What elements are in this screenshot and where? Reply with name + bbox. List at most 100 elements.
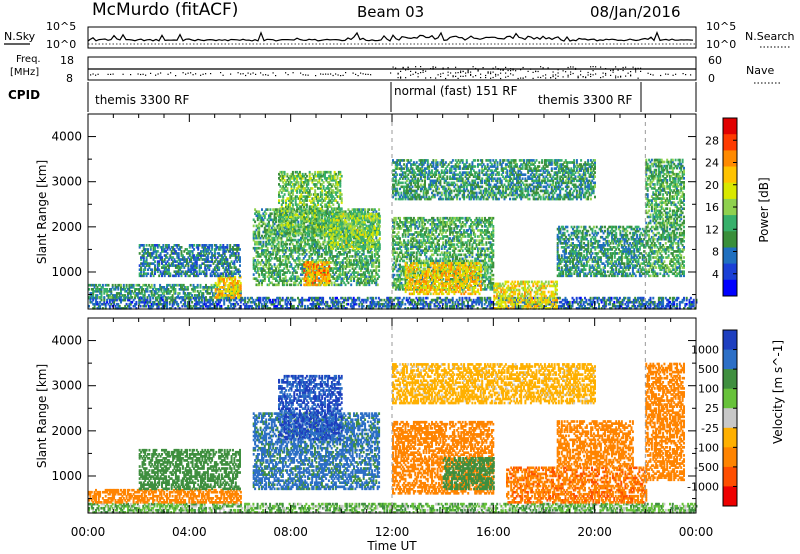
heatmap-cell bbox=[444, 300, 447, 304]
heatmap-cell bbox=[472, 298, 475, 302]
heatmap-cell bbox=[334, 307, 337, 310]
heatmap-cell bbox=[336, 307, 338, 310]
heatmap-cell bbox=[577, 302, 580, 306]
heatmap-cell bbox=[206, 246, 209, 249]
heatmap-cell bbox=[117, 292, 120, 295]
heatmap-cell bbox=[180, 274, 183, 278]
heatmap-cell bbox=[662, 296, 665, 300]
heatmap-cell bbox=[563, 307, 566, 310]
heatmap-cell bbox=[159, 270, 162, 274]
heatmap-cell bbox=[214, 281, 217, 285]
heatmap-cell bbox=[241, 296, 244, 300]
heatmap-cell bbox=[389, 304, 391, 308]
heatmap-cell bbox=[173, 274, 176, 278]
heatmap-cell bbox=[222, 272, 225, 276]
heatmap-cell bbox=[213, 268, 216, 272]
heatmap-cell bbox=[167, 283, 170, 287]
heatmap-cell bbox=[266, 296, 269, 300]
heatmap-cell bbox=[311, 240, 314, 244]
heatmap-cell bbox=[365, 263, 368, 266]
heatmap-cell bbox=[272, 236, 275, 240]
heatmap-cell bbox=[678, 307, 681, 310]
heatmap-cell bbox=[265, 259, 268, 262]
heatmap-cell bbox=[263, 228, 266, 232]
heatmap-cell bbox=[232, 254, 234, 257]
heatmap-cell bbox=[163, 288, 166, 291]
heatmap-cell bbox=[471, 300, 474, 304]
heatmap-cell bbox=[291, 220, 294, 224]
heatmap-cell bbox=[279, 259, 282, 262]
heatmap-cell bbox=[185, 294, 188, 297]
heatmap-cell bbox=[213, 286, 216, 289]
heatmap-cell bbox=[235, 290, 238, 293]
heatmap-cell bbox=[346, 275, 348, 279]
nave-dot bbox=[562, 70, 564, 72]
heatmap-cell bbox=[220, 260, 223, 263]
heatmap-cell bbox=[255, 298, 258, 302]
heatmap-cell bbox=[600, 298, 603, 302]
heatmap-cell bbox=[140, 274, 143, 278]
heatmap-cell bbox=[144, 250, 147, 253]
heatmap-cell bbox=[135, 288, 138, 291]
heatmap-cell bbox=[142, 256, 145, 259]
heatmap-cell bbox=[614, 307, 617, 310]
heatmap-cell bbox=[352, 302, 355, 306]
heatmap-cell bbox=[360, 255, 362, 258]
heatmap-cell bbox=[347, 261, 350, 264]
heatmap-cell bbox=[268, 257, 270, 260]
heatmap-cell bbox=[279, 207, 282, 211]
heatmap-cell bbox=[225, 274, 228, 278]
heatmap-cell bbox=[283, 183, 286, 186]
heatmap-cell bbox=[454, 300, 457, 304]
heatmap-cell bbox=[298, 263, 301, 266]
heatmap-cell bbox=[382, 304, 384, 308]
heatmap-cell bbox=[165, 244, 168, 247]
heatmap-cell bbox=[159, 298, 162, 302]
heatmap-cell bbox=[201, 244, 204, 247]
heatmap-cell bbox=[209, 286, 212, 289]
heatmap-cell bbox=[191, 300, 194, 304]
heatmap-cell bbox=[234, 298, 237, 302]
heatmap-cell bbox=[349, 304, 352, 308]
heatmap-cell bbox=[343, 253, 346, 256]
heatmap-cell bbox=[173, 298, 175, 302]
heatmap-cell bbox=[138, 300, 141, 304]
heatmap-cell bbox=[355, 265, 358, 268]
heatmap-cell bbox=[215, 248, 218, 251]
heatmap-cell bbox=[190, 266, 193, 269]
heatmap-cell bbox=[198, 307, 201, 310]
heatmap-cell bbox=[168, 300, 171, 304]
heatmap-cell bbox=[198, 258, 201, 261]
heatmap-cell bbox=[184, 274, 187, 278]
heatmap-cell bbox=[276, 236, 279, 240]
heatmap-cell bbox=[262, 218, 265, 222]
heatmap-cell bbox=[476, 296, 479, 300]
heatmap-cell bbox=[607, 298, 610, 302]
heatmap-cell bbox=[441, 302, 444, 306]
heatmap-cell bbox=[255, 271, 258, 274]
heatmap-cell bbox=[214, 292, 217, 295]
heatmap-cell bbox=[293, 246, 296, 250]
heatmap-cell bbox=[107, 294, 110, 297]
heatmap-cell bbox=[122, 288, 125, 291]
heatmap-cell bbox=[225, 288, 228, 291]
heatmap-cell bbox=[175, 283, 178, 287]
heatmap-cell bbox=[581, 304, 584, 308]
heatmap-cell bbox=[259, 214, 262, 218]
heatmap-cell bbox=[355, 240, 358, 244]
heatmap-cell bbox=[579, 296, 582, 300]
heatmap-cell bbox=[378, 222, 381, 226]
heatmap-cell bbox=[423, 300, 426, 304]
heatmap-cell bbox=[386, 302, 389, 306]
heatmap-cell bbox=[195, 296, 198, 300]
heatmap-cell bbox=[397, 300, 400, 304]
heatmap-cell bbox=[369, 277, 372, 281]
heatmap-cell bbox=[194, 258, 197, 261]
heatmap-cell bbox=[358, 277, 361, 281]
heatmap-cell bbox=[286, 265, 289, 268]
heatmap-cell bbox=[171, 286, 174, 289]
heatmap-cell bbox=[195, 260, 198, 263]
nave-dot bbox=[632, 66, 634, 68]
nave-dot bbox=[545, 77, 547, 79]
heatmap-cell bbox=[202, 307, 205, 310]
